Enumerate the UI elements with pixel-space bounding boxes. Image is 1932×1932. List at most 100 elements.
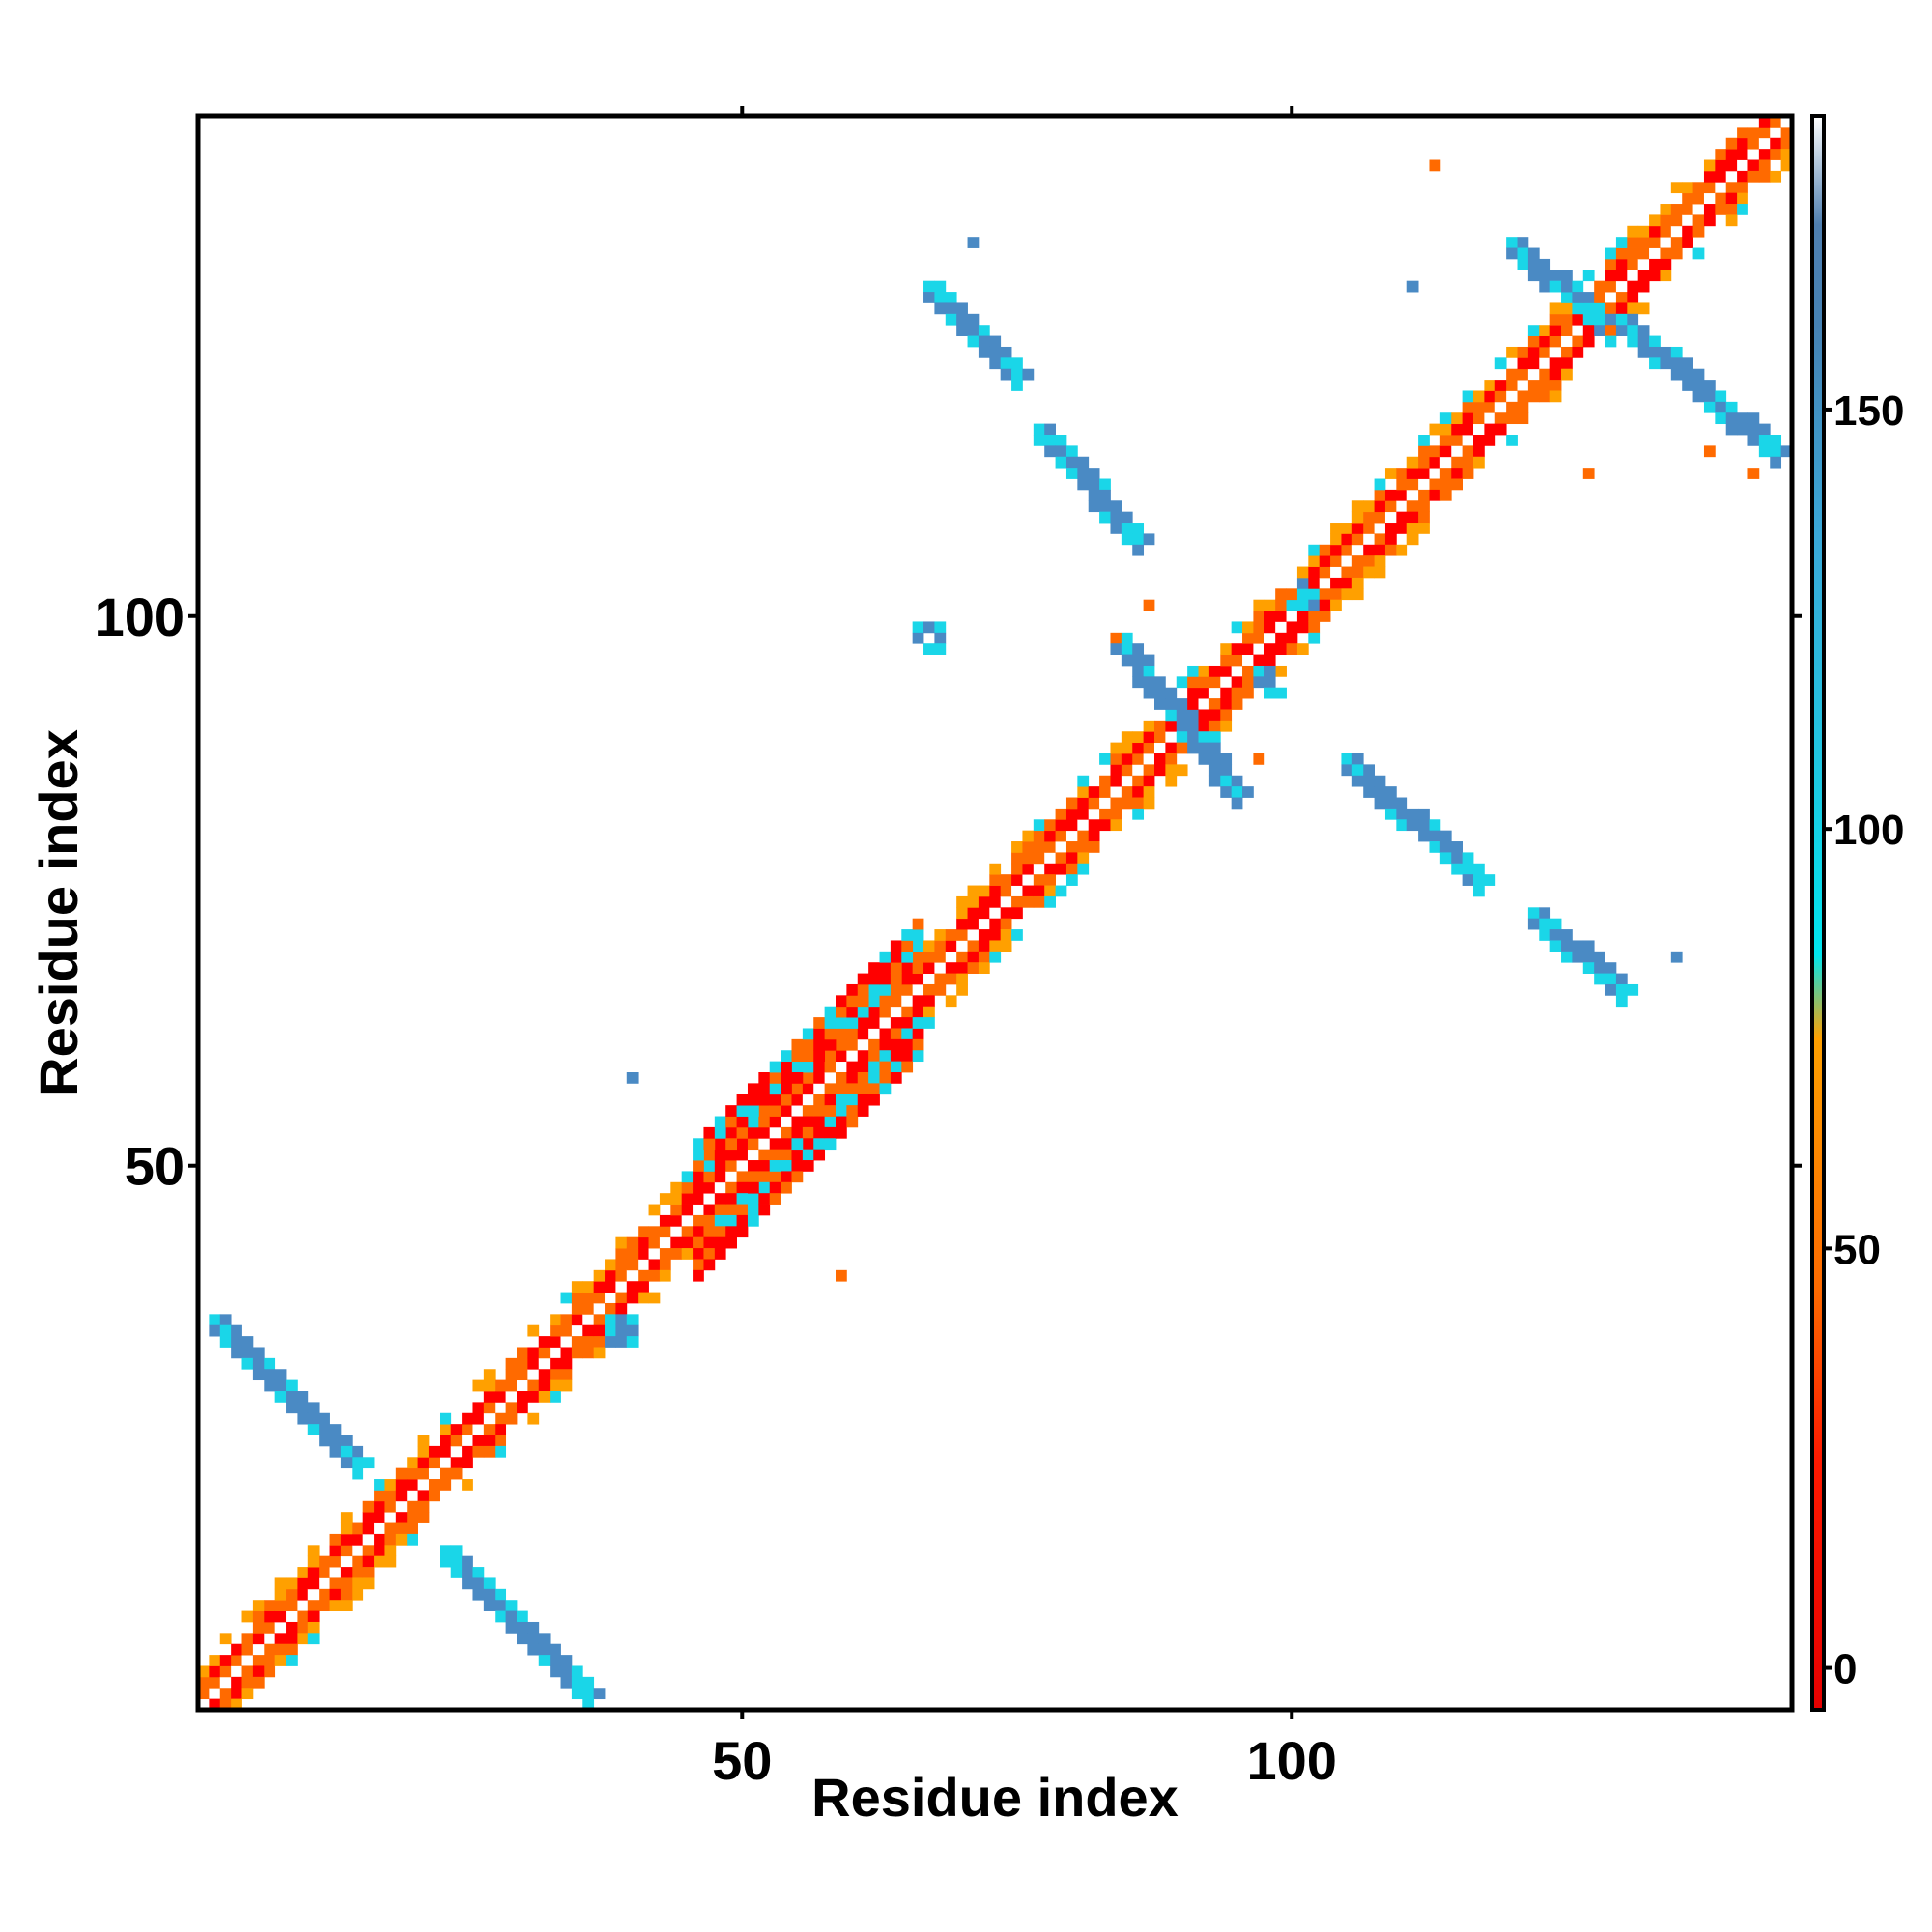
heatmap-cell	[824, 1072, 837, 1084]
heatmap-cell	[1055, 885, 1067, 897]
heatmap-cell	[1154, 753, 1166, 765]
heatmap-cell	[1022, 368, 1035, 381]
heatmap-cell	[978, 918, 990, 930]
heatmap-cell	[1451, 412, 1463, 425]
heatmap-cell	[1132, 643, 1145, 655]
heatmap-cell	[1649, 357, 1661, 370]
heatmap-cell	[297, 1588, 309, 1601]
heatmap-cell	[1088, 468, 1100, 479]
heatmap-cell	[1264, 687, 1276, 699]
heatmap-cell	[747, 1181, 759, 1194]
heatmap-cell	[1473, 435, 1485, 446]
heatmap-cell	[571, 1324, 583, 1337]
heatmap-cell	[1220, 665, 1233, 677]
heatmap-cell	[1055, 863, 1067, 875]
heatmap-cell	[747, 1149, 759, 1161]
heatmap-cell	[1637, 280, 1650, 293]
heatmap-cell	[307, 1588, 320, 1601]
heatmap-cell	[879, 962, 892, 974]
heatmap-cell	[1605, 270, 1617, 282]
heatmap-cell	[912, 983, 924, 996]
heatmap-cell	[923, 973, 935, 985]
heatmap-cell	[703, 1259, 716, 1271]
heatmap-cell	[1242, 621, 1254, 634]
heatmap-cell	[1747, 468, 1760, 479]
heatmap-cell	[1439, 435, 1452, 446]
heatmap-cell	[352, 1577, 364, 1590]
heatmap-cell	[868, 1017, 880, 1029]
heatmap-cell	[1462, 435, 1474, 446]
heatmap-cell	[252, 1643, 265, 1656]
heatmap-cell	[1549, 390, 1562, 403]
heatmap-cell	[1549, 302, 1562, 315]
heatmap-cell	[1110, 808, 1122, 820]
heatmap-cell	[1780, 445, 1793, 458]
heatmap-cell	[538, 1391, 551, 1403]
heatmap-cell	[1484, 401, 1496, 413]
heatmap-cell	[703, 1248, 716, 1260]
heatmap-cell	[1198, 753, 1210, 765]
heatmap-cell	[1330, 544, 1342, 556]
heatmap-cell	[450, 1424, 463, 1435]
heatmap-cell	[1044, 841, 1056, 853]
heatmap-cell	[923, 1006, 935, 1018]
heatmap-cell	[824, 1050, 837, 1063]
heatmap-cell	[681, 1214, 694, 1227]
heatmap-cell	[1660, 247, 1672, 260]
heatmap-cell	[1439, 478, 1452, 491]
heatmap-cell	[1198, 687, 1210, 699]
heatmap-cell	[1132, 775, 1145, 787]
heatmap-cell	[978, 962, 990, 974]
heatmap-cell	[329, 1567, 342, 1578]
heatmap-cell	[1462, 423, 1474, 436]
heatmap-cell	[736, 1193, 749, 1205]
heatmap-cell	[352, 1555, 364, 1568]
heatmap-cell	[352, 1545, 364, 1557]
heatmap-cell	[1198, 665, 1210, 677]
heatmap-cell	[1011, 907, 1023, 920]
heatmap-cell	[440, 1412, 452, 1425]
heatmap-cell	[1605, 962, 1617, 974]
heatmap-cell	[560, 1336, 573, 1348]
heatmap-cell	[219, 1324, 232, 1337]
heatmap-cell	[615, 1314, 628, 1326]
heatmap-cell	[1582, 325, 1595, 336]
heatmap-cell	[868, 1072, 880, 1084]
heatmap-cell	[781, 1126, 792, 1139]
heatmap-cell	[209, 1698, 221, 1711]
heatmap-cell	[527, 1357, 540, 1370]
heatmap-cell	[693, 1214, 704, 1227]
heatmap-cell	[219, 1655, 232, 1666]
heatmap-cell	[824, 1105, 837, 1117]
heatmap-cell	[1000, 357, 1012, 370]
heatmap-cell	[1319, 544, 1331, 556]
heatmap-cell	[340, 1522, 353, 1535]
heatmap-cell	[626, 1269, 639, 1282]
heatmap-cell	[1758, 445, 1771, 458]
heatmap-cell	[274, 1600, 287, 1611]
heatmap-cell	[582, 1292, 595, 1304]
heatmap-cell	[340, 1567, 353, 1578]
heatmap-cell	[857, 1017, 869, 1029]
heatmap-cell	[1418, 445, 1430, 458]
heatmap-cell	[495, 1445, 507, 1458]
heatmap-cell	[791, 1160, 804, 1172]
heatmap-cell	[857, 1072, 869, 1084]
heatmap-cell	[1637, 346, 1650, 358]
heatmap-cell	[1637, 335, 1650, 348]
heatmap-cell	[472, 1424, 485, 1435]
heatmap-cell	[1055, 435, 1067, 446]
heatmap-cell	[286, 1402, 298, 1414]
heatmap-cell	[868, 1050, 880, 1063]
heatmap-cell	[945, 962, 957, 974]
heatmap-cell	[593, 1314, 606, 1326]
heatmap-cell	[407, 1457, 418, 1469]
heatmap-cell	[1208, 676, 1221, 689]
heatmap-cell	[1572, 325, 1584, 336]
heatmap-cell	[1363, 533, 1375, 546]
heatmap-cell	[879, 1028, 892, 1040]
heatmap-cell	[626, 1336, 639, 1348]
heatmap-cell	[1286, 643, 1298, 655]
heatmap-cell	[340, 1457, 353, 1469]
heatmap-cell	[681, 1248, 694, 1260]
